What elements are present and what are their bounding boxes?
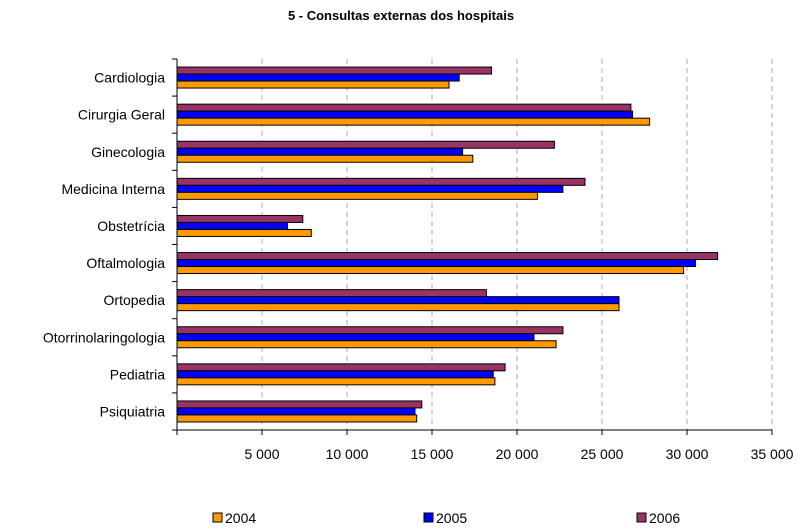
bar-2005-5 (176, 259, 696, 268)
bar-2004-2 (176, 154, 474, 163)
legend-swatch-2004 (212, 512, 223, 523)
legend-swatch-2006 (636, 512, 647, 523)
bar-2005-7 (176, 333, 535, 342)
bars (176, 66, 719, 423)
x-tick-label-2: 15 000 (411, 446, 454, 462)
legend-label-2005: 2005 (436, 510, 467, 526)
category-label-2: Ginecologia (91, 144, 165, 160)
bar-2005-4 (176, 221, 288, 230)
bar-2005-8 (176, 370, 494, 379)
x-tick-label-4: 25 000 (581, 446, 624, 462)
legend-label-2004: 2004 (225, 510, 256, 526)
x-tick-label-5: 30 000 (666, 446, 709, 462)
x-tick-label-1: 10 000 (326, 446, 369, 462)
category-label-4: Obstetrícia (97, 218, 165, 234)
category-label-8: Pediatria (110, 366, 165, 382)
tick-labels: 5 000 10 000 15 000 20 000 25 000 30 000 35 00… (244, 446, 793, 462)
bar-2005-3 (176, 184, 564, 193)
category-labels: Cardiologia Cirurgia Geral Ginecologia Medi… (43, 70, 165, 420)
category-label-1: Cirurgia Geral (78, 107, 165, 123)
bar-2004-3 (176, 191, 538, 200)
bar-2005-0 (176, 73, 460, 82)
bar-2004-5 (176, 266, 685, 275)
category-label-6: Ortopedia (104, 292, 166, 308)
bar-2004-7 (176, 340, 557, 349)
bar-2006-0 (176, 66, 492, 75)
bar-2006-7 (176, 326, 564, 335)
bar-2005-2 (176, 147, 464, 156)
bar-2004-1 (176, 117, 651, 126)
bar-2005-6 (176, 296, 620, 305)
bar-2006-8 (176, 363, 506, 372)
bar-2004-4 (176, 228, 312, 237)
x-tick-label-6: 35 000 (751, 446, 794, 462)
legend: 2004 2005 2006 (212, 510, 680, 526)
bar-2006-1 (176, 103, 632, 112)
bar-2006-2 (176, 140, 555, 149)
bar-2004-0 (176, 80, 450, 89)
category-label-5: Oftalmologia (86, 255, 165, 271)
category-label-0: Cardiologia (94, 70, 165, 86)
x-tick-label-0: 5 000 (244, 446, 279, 462)
bar-2006-5 (176, 252, 719, 261)
bar-2005-9 (176, 407, 416, 416)
bar-2006-9 (176, 400, 423, 409)
category-label-9: Psiquiatria (100, 403, 166, 419)
category-label-7: Otorrinolaringologia (43, 329, 165, 345)
bar-2005-1 (176, 110, 634, 119)
axes (172, 58, 773, 435)
category-label-3: Medicina Interna (61, 181, 165, 197)
bar-2006-3 (176, 177, 586, 186)
legend-swatch-2005 (423, 512, 434, 523)
bar-2006-4 (176, 214, 304, 223)
bar-2004-6 (176, 303, 620, 312)
bar-2004-8 (176, 377, 496, 386)
bar-2004-9 (176, 414, 418, 423)
bar-2006-6 (176, 289, 487, 298)
legend-label-2006: 2006 (649, 510, 680, 526)
x-tick-label-3: 20 000 (496, 446, 539, 462)
chart-title: 5 - Consultas externas dos hospitais (288, 8, 514, 23)
